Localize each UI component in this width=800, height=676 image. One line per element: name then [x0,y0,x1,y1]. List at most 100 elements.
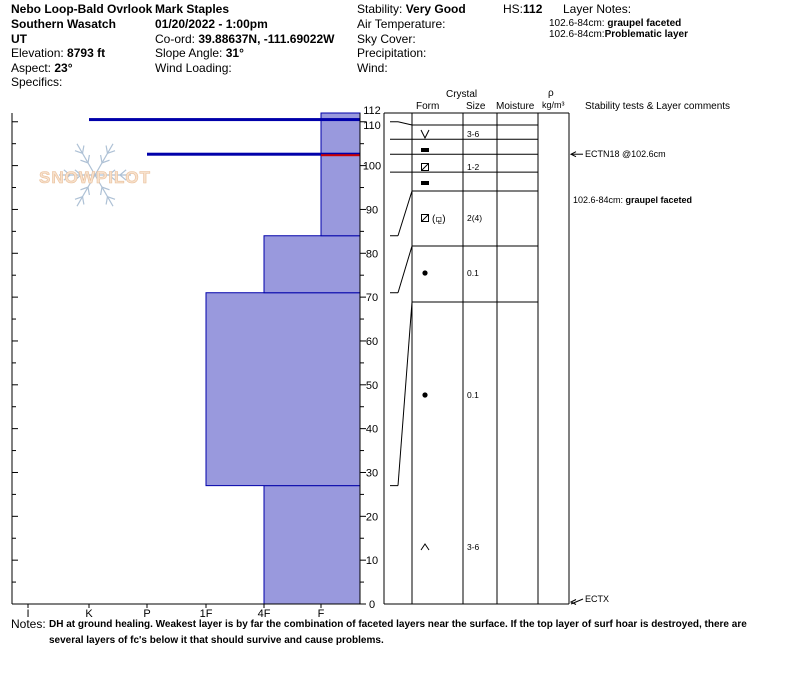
snowflake-branch [107,196,116,200]
layer-comment: 102.6-84cm: graupel faceted [573,195,692,205]
slope-label: Slope Angle: [155,46,223,60]
snowflake-branch [80,159,89,164]
depth-tick-label: 90 [366,204,378,216]
sky-cover-label: Sky Cover: [357,32,416,46]
slope-angle: Slope Angle: 31° [155,46,244,60]
snowflake-branch [63,169,71,176]
melt-form-icon [421,181,429,185]
snowflake-branch [81,145,85,154]
mountain-range: Southern Wasatch [11,17,116,31]
melt-form-icon [421,148,429,152]
snowflake-branch [74,169,82,176]
snowflake-branch [74,174,82,181]
layer-connector [397,245,413,293]
snowflake-arm [94,174,114,207]
depth-tick-label: 20 [366,511,378,523]
hardness-tick-label: K [85,608,93,620]
hardness-tick-label: P [143,608,150,620]
snowflake-icon [59,143,131,207]
snowflake-branch [105,145,109,154]
round-glyph [422,270,428,276]
hardness-bar [320,112,361,237]
melt-form-glyph [421,181,429,185]
layer-note-1-text: graupel faceted [607,18,682,29]
depth-hoar-glyph [420,543,430,551]
snowflake-branch [100,187,103,196]
stability-test-label: ECTX [585,594,609,604]
stability-value: Very Good [405,2,466,16]
depth-tick-label: 112 [363,105,381,117]
round-glyph [422,392,428,398]
round-icon [422,270,428,276]
snowflake-arm [76,143,96,176]
elevation-value: 8793 ft [67,46,106,60]
layer-note-2: 102.6-84cm:Problematic layer [549,29,688,41]
snowflake-branch [74,150,83,154]
layer-notes-title: Layer Notes: [563,2,632,16]
depth-tick-label: 0 [369,599,375,611]
hardness-tick-label: 4F [258,608,271,620]
snowflake-branch [101,159,110,164]
hardness-bar [263,485,361,605]
layer-note-1: 102.6-84cm: graupel faceted [549,18,681,30]
snowflake-arm [94,143,114,176]
aspect: Aspect: 23° [11,61,73,75]
snowflake-branch [81,196,85,205]
snowflake-branch [87,154,90,163]
layer-comment-text: graupel faceted [626,195,693,205]
stability-label: Stability: [357,2,403,16]
elevation: Elevation: 8793 ft [11,46,105,60]
hardness-bar [205,292,361,487]
facet-diagonal [421,163,429,171]
layer-note-2-range: 102.6-84cm: [549,29,605,40]
snowflake-branch [108,174,116,181]
hardness-tick-label: F [318,608,325,620]
coordinates: Co-ord: 39.88637N, -111.69022W [155,32,334,46]
air-temp-label: Air Temperature: [357,17,446,31]
observer-name: Mark Staples [155,2,230,16]
layer-note-2-text: Problematic layer [604,29,688,40]
depth-tick-label: 110 [363,120,381,132]
wind-loading-label: Wind Loading: [155,61,232,75]
snowflake-branch [63,174,71,181]
faceted-graupel-icon: (⚼) [421,214,446,225]
graupel-label: (⚼) [432,214,446,225]
layer-connector [397,301,413,486]
snowflake-branch [87,187,90,196]
depth-tick-label: 70 [366,292,378,304]
density-header: kg/m³ [542,100,565,110]
facet-diagonal [421,214,429,222]
size-header: Size [466,101,486,112]
aspect-label: Aspect: [11,61,52,75]
snowflake-branch [74,196,83,200]
snowflake-branch [80,186,89,191]
depth-tick-label: 50 [366,380,378,392]
shear-marker [321,154,360,157]
depth-tick-label: 80 [366,248,378,260]
hs-value: 112 [523,2,543,16]
layer-connector [397,190,413,236]
round-icon [422,392,428,398]
snowflake-branch [119,169,127,176]
hardness-bar [263,235,361,294]
coord-value: 39.88637N, -111.69022W [198,32,335,46]
shear-line [147,152,360,156]
crystal-size: 3-6 [467,129,480,139]
layer-note-1-range: 102.6-84cm: [549,18,605,29]
precipitation-label: Precipitation: [357,46,427,60]
notes-label: Notes: [11,617,46,631]
form-header: Form [416,101,440,112]
surface-hoar-glyph [420,129,430,140]
depth-tick-label: 100 [363,161,381,173]
layer-comment-range: 102.6-84cm: [573,195,626,205]
snowflake-branch [107,150,116,154]
stability: Stability: Very Good [357,2,466,16]
melt-form-glyph [421,148,429,152]
elevation-label: Elevation: [11,46,64,60]
crystal-size: 0.1 [467,268,479,278]
rho-header: ρ [548,88,554,99]
depth-hoar-icon [420,543,430,551]
hardness-tick-label: 1F [200,608,213,620]
aspect-value: 23° [54,61,73,75]
